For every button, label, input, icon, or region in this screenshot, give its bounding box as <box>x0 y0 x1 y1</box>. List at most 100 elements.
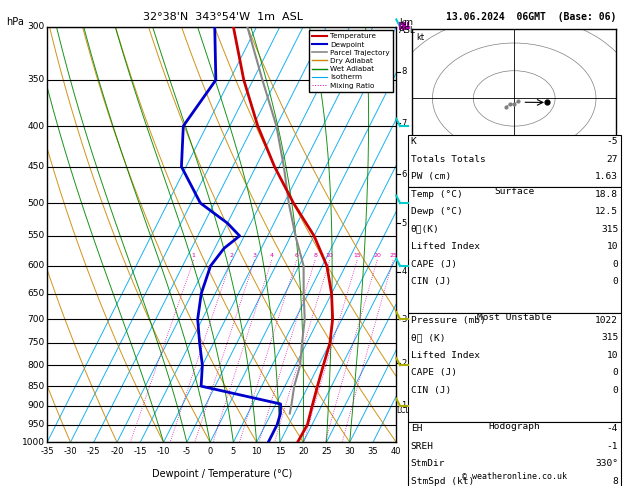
Text: 10: 10 <box>252 447 262 456</box>
Text: Lifted Index: Lifted Index <box>411 242 480 251</box>
Text: CAPE (J): CAPE (J) <box>411 260 457 269</box>
Text: -20: -20 <box>110 447 124 456</box>
Text: -30: -30 <box>64 447 77 456</box>
Text: PW (cm): PW (cm) <box>411 172 451 181</box>
Text: 2: 2 <box>230 253 233 258</box>
Text: 13.06.2024  06GMT  (Base: 06): 13.06.2024 06GMT (Base: 06) <box>447 12 616 22</box>
Text: 18.8: 18.8 <box>595 190 618 199</box>
Text: 900: 900 <box>28 401 45 410</box>
Text: 5: 5 <box>231 447 236 456</box>
Text: -1: -1 <box>607 442 618 451</box>
Text: 315: 315 <box>601 333 618 342</box>
Text: 15: 15 <box>353 253 361 258</box>
Text: -35: -35 <box>40 447 54 456</box>
Text: 300: 300 <box>28 22 45 31</box>
Text: 0: 0 <box>613 368 618 377</box>
Text: kt: kt <box>416 34 424 42</box>
Text: -4: -4 <box>607 424 618 433</box>
Text: 1: 1 <box>192 253 196 258</box>
Text: © weatheronline.co.uk: © weatheronline.co.uk <box>462 472 567 481</box>
Text: 32°38'N  343°54'W  1m  ASL: 32°38'N 343°54'W 1m ASL <box>143 12 303 22</box>
Text: Hodograph: Hodograph <box>489 421 540 431</box>
Text: 20: 20 <box>373 253 381 258</box>
Text: 8: 8 <box>613 477 618 486</box>
Text: Dewp (°C): Dewp (°C) <box>411 207 462 216</box>
Text: EH: EH <box>411 424 422 433</box>
Text: Surface: Surface <box>494 187 535 196</box>
Text: 800: 800 <box>28 361 45 370</box>
Text: 3: 3 <box>401 314 406 324</box>
Text: 30: 30 <box>345 447 355 456</box>
Text: 12.5: 12.5 <box>595 207 618 216</box>
Text: 450: 450 <box>28 162 45 171</box>
Text: 850: 850 <box>28 382 45 391</box>
Text: hPa: hPa <box>6 17 24 27</box>
Text: Pressure (mb): Pressure (mb) <box>411 316 486 325</box>
Legend: Temperature, Dewpoint, Parcel Trajectory, Dry Adiabat, Wet Adiabat, Isotherm, Mi: Temperature, Dewpoint, Parcel Trajectory… <box>309 30 392 91</box>
Text: 550: 550 <box>28 231 45 241</box>
Text: 4: 4 <box>270 253 274 258</box>
Text: 6: 6 <box>295 253 299 258</box>
Point <box>542 99 552 106</box>
Text: 25: 25 <box>321 447 331 456</box>
Text: -10: -10 <box>157 447 170 456</box>
Text: 700: 700 <box>28 314 45 324</box>
Text: 35: 35 <box>368 447 378 456</box>
Text: 20: 20 <box>298 447 308 456</box>
Text: -15: -15 <box>133 447 147 456</box>
Text: 2: 2 <box>401 359 406 367</box>
Text: 40: 40 <box>391 447 401 456</box>
Point <box>501 103 511 111</box>
Text: Temp (°C): Temp (°C) <box>411 190 462 199</box>
Text: 500: 500 <box>28 199 45 208</box>
Text: 8: 8 <box>313 253 317 258</box>
Point <box>509 100 520 108</box>
Text: StmDir: StmDir <box>411 459 445 468</box>
Text: θᴄ(K): θᴄ(K) <box>411 225 440 234</box>
Text: Totals Totals: Totals Totals <box>411 155 486 164</box>
Text: -5: -5 <box>182 447 191 456</box>
Text: 0: 0 <box>613 386 618 395</box>
Text: CAPE (J): CAPE (J) <box>411 368 457 377</box>
Text: Most Unstable: Most Unstable <box>477 313 552 322</box>
Text: StmSpd (kt): StmSpd (kt) <box>411 477 474 486</box>
Text: 650: 650 <box>28 289 45 298</box>
Text: 0: 0 <box>613 260 618 269</box>
Text: 950: 950 <box>28 420 45 429</box>
Text: -25: -25 <box>87 447 101 456</box>
Text: CIN (J): CIN (J) <box>411 386 451 395</box>
Text: 1: 1 <box>401 401 406 410</box>
Text: 6: 6 <box>401 170 406 179</box>
Text: SREH: SREH <box>411 442 434 451</box>
Text: K: K <box>411 137 416 146</box>
Text: LCL: LCL <box>397 406 410 415</box>
Text: CIN (J): CIN (J) <box>411 277 451 286</box>
Text: Mixing Ratio (g/kg): Mixing Ratio (g/kg) <box>411 198 420 271</box>
Text: 0: 0 <box>208 447 213 456</box>
Text: 350: 350 <box>28 75 45 85</box>
Text: 1000: 1000 <box>22 438 45 447</box>
Text: -5: -5 <box>607 137 618 146</box>
Text: 25: 25 <box>389 253 397 258</box>
Text: 330°: 330° <box>595 459 618 468</box>
Text: Dewpoint / Temperature (°C): Dewpoint / Temperature (°C) <box>152 469 292 479</box>
Text: km: km <box>399 17 413 27</box>
Text: 27: 27 <box>607 155 618 164</box>
Text: 315: 315 <box>601 225 618 234</box>
Text: 600: 600 <box>28 261 45 270</box>
Text: 1.63: 1.63 <box>595 172 618 181</box>
Text: ASL: ASL <box>399 26 416 35</box>
Text: θᴄ (K): θᴄ (K) <box>411 333 445 342</box>
Text: 400: 400 <box>28 122 45 131</box>
Point <box>505 100 515 108</box>
Text: 0: 0 <box>613 277 618 286</box>
Text: 1022: 1022 <box>595 316 618 325</box>
Text: 10: 10 <box>607 242 618 251</box>
Point <box>513 97 523 105</box>
Text: 7: 7 <box>401 119 406 128</box>
Text: 5: 5 <box>401 219 406 227</box>
Text: 8: 8 <box>401 68 406 76</box>
Text: 15: 15 <box>275 447 285 456</box>
Text: 10: 10 <box>607 351 618 360</box>
Text: 3: 3 <box>253 253 257 258</box>
